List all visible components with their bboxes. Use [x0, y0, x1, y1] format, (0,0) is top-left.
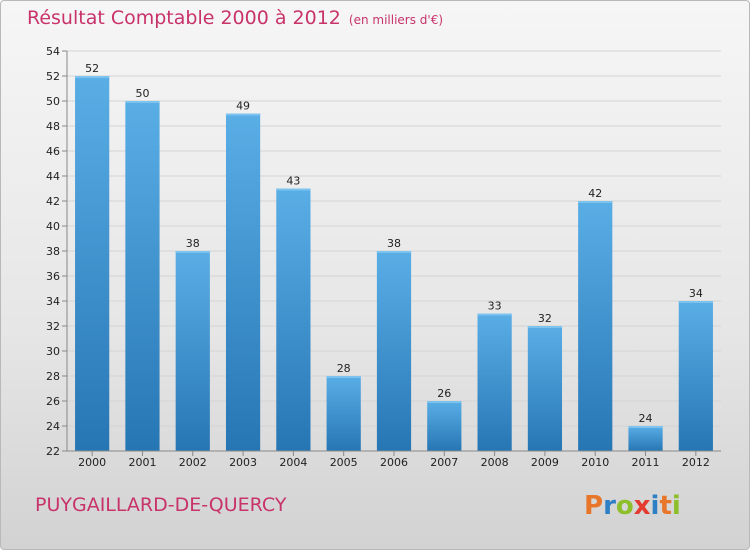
data-label-2005: 28 — [337, 362, 351, 375]
y-tick-label: 52 — [46, 70, 60, 83]
data-label-2010: 42 — [588, 187, 602, 200]
x-tick-label-2003: 2003 — [229, 456, 257, 469]
y-tick-label: 54 — [46, 45, 60, 58]
data-label-2008: 33 — [488, 300, 502, 313]
x-tick-label-2002: 2002 — [179, 456, 207, 469]
logo-letter: i — [671, 491, 681, 521]
x-tick-label-2007: 2007 — [430, 456, 458, 469]
data-label-2009: 32 — [538, 312, 552, 325]
bar-highlight — [678, 301, 713, 303]
data-label-2006: 38 — [387, 237, 401, 250]
logo-letter: P — [584, 491, 604, 521]
chart-unit-label: (en milliers d'€) — [348, 13, 444, 27]
y-tick-label: 34 — [46, 295, 60, 308]
data-label-2002: 38 — [186, 237, 200, 250]
y-tick-label: 28 — [46, 370, 60, 383]
data-label-2004: 43 — [286, 175, 300, 188]
chart-title-text: Résultat Comptable 2000 à 2012 — [27, 7, 341, 29]
x-tick-label-2012: 2012 — [682, 456, 710, 469]
bar-2009 — [527, 326, 563, 451]
bar-2003 — [225, 113, 261, 451]
data-label-2007: 26 — [437, 387, 451, 400]
data-label-2003: 49 — [236, 100, 250, 113]
y-tick-label: 38 — [46, 245, 60, 258]
bar-highlight — [276, 188, 311, 191]
bar-2011 — [628, 426, 663, 451]
x-tick-label-2005: 2005 — [330, 456, 358, 469]
bar-2001 — [125, 101, 160, 451]
x-tick-label-2011: 2011 — [632, 456, 660, 469]
data-label-2001: 50 — [135, 87, 149, 100]
x-tick-label-2006: 2006 — [380, 456, 408, 469]
x-tick-label-2000: 2000 — [78, 456, 106, 469]
bar-highlight — [427, 401, 462, 403]
bar-highlight — [75, 76, 110, 78]
x-tick-label-2004: 2004 — [279, 456, 307, 469]
bar-highlight — [527, 326, 563, 328]
y-tick-label: 22 — [46, 445, 60, 458]
y-axis: 22 24 26 28 30 32 34 36 38 40 42 44 46 48 50 52 54 — [46, 45, 68, 458]
bar-highlight — [628, 426, 663, 428]
x-tick-label-2008: 2008 — [481, 456, 509, 469]
bar-2007 — [427, 401, 462, 451]
data-label-2000: 52 — [85, 62, 99, 75]
y-tick-label: 48 — [46, 120, 60, 133]
logo-letter: x — [633, 491, 651, 521]
chart-title: Résultat Comptable 2000 à 2012 (en millie… — [27, 7, 443, 29]
y-tick-label: 44 — [46, 170, 60, 183]
y-tick-label: 36 — [46, 270, 60, 283]
bar-2008 — [477, 313, 512, 451]
bar-highlight — [578, 201, 613, 203]
bars: 52 50 38 49 43 28 38 26 33 32 42 24 34 — [75, 62, 713, 451]
bar-highlight — [225, 113, 261, 116]
y-tick-label: 30 — [46, 345, 60, 358]
data-label-2011: 24 — [639, 412, 653, 425]
bar-highlight — [326, 376, 361, 378]
bar-2010 — [578, 201, 613, 451]
bar-2006 — [376, 251, 412, 451]
bar-highlight — [125, 101, 160, 103]
bar-2000 — [75, 76, 110, 451]
x-tick-label-2001: 2001 — [128, 456, 156, 469]
bar-highlight — [376, 251, 412, 253]
logo-letter: o — [615, 491, 634, 521]
y-tick-label: 32 — [46, 320, 60, 333]
bar-2005 — [326, 376, 361, 451]
data-label-2012: 34 — [689, 287, 703, 300]
x-axis: 2000 2001 2002 2003 2004 2005 2006 2007 2008 2009… — [67, 450, 721, 469]
proxiti-logo[interactable]: Proxiti — [584, 491, 681, 521]
bar-2012 — [678, 301, 713, 451]
y-tick-label: 40 — [46, 220, 60, 233]
y-tick-label: 24 — [46, 420, 60, 433]
y-tick-label: 50 — [46, 95, 60, 108]
y-tick-label: 46 — [46, 145, 60, 158]
x-tick-label-2009: 2009 — [531, 456, 559, 469]
x-tick-label-2010: 2010 — [581, 456, 609, 469]
bar-highlight — [175, 251, 210, 253]
bar-2004 — [276, 188, 311, 451]
logo-letter: i — [650, 491, 660, 521]
bar-2002 — [175, 251, 210, 451]
y-tick-label: 26 — [46, 395, 60, 408]
logo-letter: t — [659, 491, 672, 521]
bar-highlight — [477, 313, 512, 316]
logo-letter: r — [603, 491, 616, 521]
commune-name: PUYGAILLARD-DE-QUERCY — [35, 494, 287, 516]
y-tick-label: 42 — [46, 195, 60, 208]
